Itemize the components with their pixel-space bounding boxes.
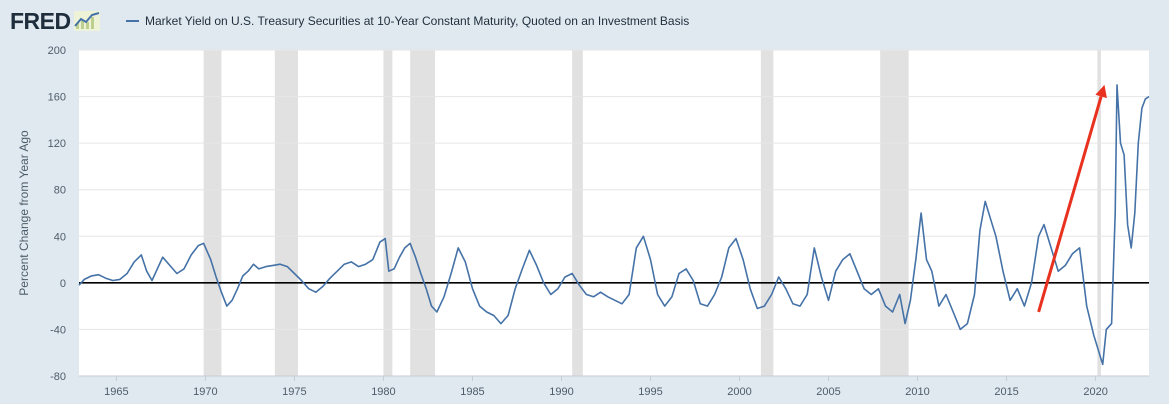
y-tick-label: 200 [48,45,66,57]
x-tick-label: 1980 [371,386,395,398]
y-tick-label: 0 [60,278,66,290]
series-layer [78,84,1150,366]
x-tick-label: 1970 [193,386,217,398]
legend-swatch [126,20,139,22]
recession-bands [203,50,1101,376]
annotation-arrow-shaft [1037,96,1103,313]
recession-band [203,50,222,376]
fred-logo-text: FRED [10,7,71,34]
recession-band [1097,50,1101,376]
x-tick-label: 1975 [282,386,306,398]
x-tick-label: 1995 [638,386,662,398]
plot-area [79,50,1149,376]
x-tick-label: 1965 [104,386,128,398]
chart-legend: Market Yield on U.S. Treasury Securities… [126,14,689,28]
y-tick-label: -80 [50,371,66,383]
legend-label: Market Yield on U.S. Treasury Securities… [145,14,690,28]
recession-band [572,50,583,376]
annotation-arrow-head [1095,84,1107,99]
fred-logo[interactable]: FRED [10,8,100,34]
y-tick-label: 40 [54,231,66,243]
y-tick-label: 80 [54,185,66,197]
axes: -80 -40 0 40 80 120 160 200 1965 1970 1975 1980 1985… [48,45,1149,398]
series-line [78,84,1150,366]
x-tick-label: 2005 [816,386,840,398]
line-chart-icon [73,11,100,31]
x-tick-label: 1985 [460,386,484,398]
recession-band [383,50,393,376]
recession-band [760,50,774,376]
annotation-layer [1037,84,1107,313]
recession-band [880,50,909,376]
y-tick-label: -40 [50,324,66,336]
x-tick-label: 1990 [549,386,573,398]
y-tick-label: 160 [48,92,66,104]
recession-band [410,50,436,376]
x-tick-label: 2020 [1083,386,1107,398]
recession-band [274,50,298,376]
x-tick-label: 2010 [905,386,929,398]
y-tick-label: 120 [48,138,66,150]
chart-header: FRED Market Yield on U.S. Treasury Secur… [0,0,1169,44]
y-axis-label: Percent Change from Year Ago [17,130,31,296]
x-tick-label: 2000 [727,386,751,398]
x-tick-label: 2015 [994,386,1018,398]
